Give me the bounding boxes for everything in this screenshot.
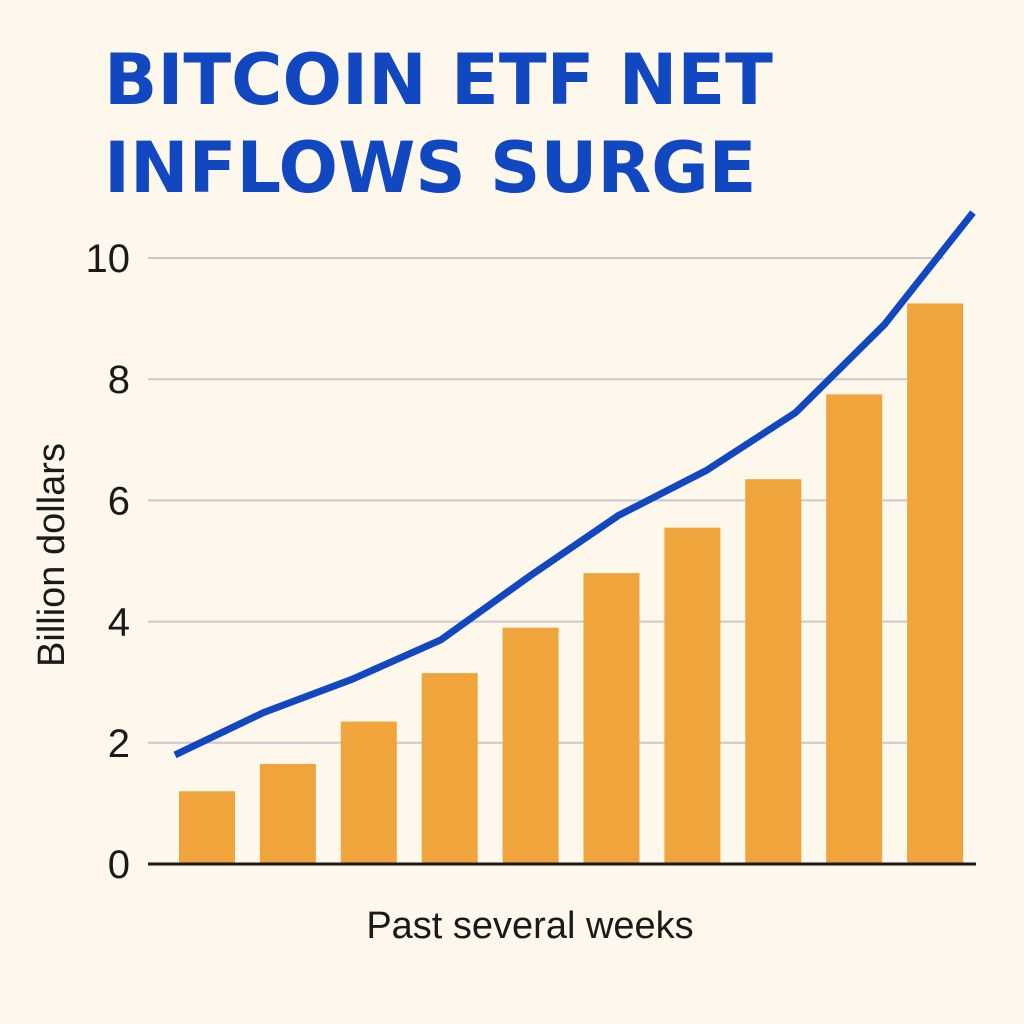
bar-7 (664, 527, 721, 864)
line-series (173, 210, 976, 759)
bar-6 (583, 573, 640, 864)
x-axis-label: Past several weeks (366, 905, 693, 947)
bar-10 (907, 303, 964, 864)
y-tick-label-6: 6 (108, 479, 130, 523)
trend-line (173, 210, 976, 759)
bar-1 (179, 791, 235, 864)
bar-8 (745, 479, 802, 864)
bar-5 (502, 627, 559, 864)
y-tick-label-4: 4 (108, 601, 130, 645)
chart-title-line-2: INFLOWS SURGE (104, 127, 757, 209)
chart-title-line-1: BITCOIN ETF NET (104, 39, 773, 121)
y-tick-label-2: 2 (108, 722, 130, 766)
y-tick-labels: 0 2 4 6 8 10 (86, 237, 131, 887)
bar-9 (826, 394, 883, 864)
bar-series (179, 303, 964, 864)
y-tick-label-8: 8 (108, 358, 130, 402)
y-tick-label-0: 0 (108, 843, 130, 887)
y-tick-label-10: 10 (86, 237, 131, 281)
chart-title: BITCOIN ETF NET INFLOWS SURGE (104, 36, 773, 212)
bar-2 (259, 764, 316, 864)
bar-3 (340, 721, 397, 864)
bar-4 (421, 673, 478, 864)
y-axis-label: Billion dollars (31, 443, 73, 667)
